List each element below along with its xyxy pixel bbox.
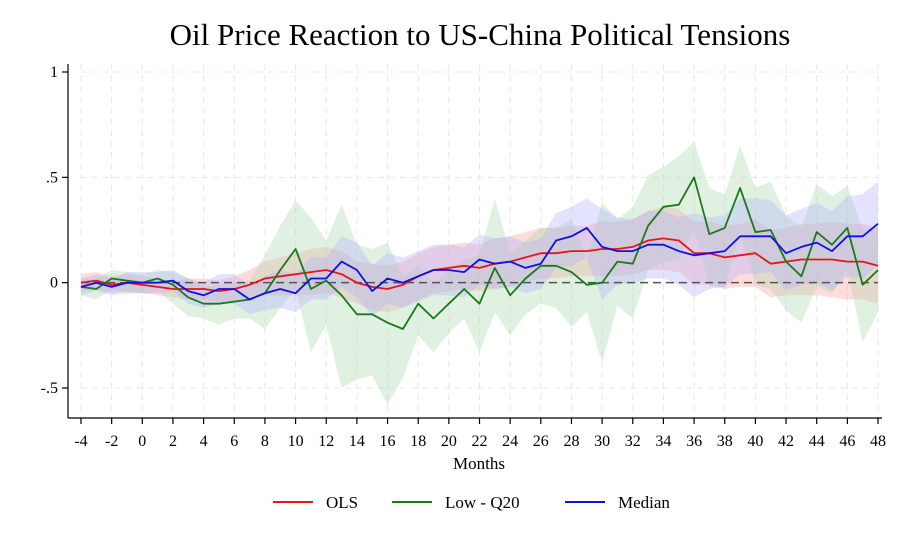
x-tick-label: -2 (105, 433, 118, 450)
x-tick-label: 14 (349, 433, 365, 450)
y-tick-label: .5 (46, 169, 58, 186)
x-tick-label: 16 (380, 433, 396, 450)
x-tick-label: 48 (870, 433, 886, 450)
x-tick-label: 26 (533, 433, 549, 450)
x-tick-label: 6 (230, 433, 238, 450)
legend-item-0: OLS (273, 493, 358, 512)
x-tick-label: 22 (472, 433, 488, 450)
legend-label: OLS (326, 493, 358, 512)
x-tick-label: -4 (74, 433, 87, 450)
x-tick-label: 24 (502, 433, 518, 450)
legend-item-2: Median (565, 493, 670, 512)
x-tick-label: 44 (809, 433, 825, 450)
x-tick-label: 28 (563, 433, 579, 450)
x-tick-label: 30 (594, 433, 610, 450)
series-lines (80, 176, 879, 330)
x-tick-label: 12 (318, 433, 334, 450)
band-1 (81, 141, 878, 405)
x-tick-label: 8 (261, 433, 269, 450)
x-tick-label: 38 (717, 433, 733, 450)
x-tick-label: 40 (747, 433, 763, 450)
series-line-1 (80, 176, 879, 330)
x-tick-label: 4 (200, 433, 208, 450)
y-tick-label: 0 (50, 275, 58, 292)
axes: -.50.51-4 -2 0 2 4 6 8 10 12 14 16 18 20 22 24 26 28 30 32… (41, 64, 886, 450)
x-tick-label: 36 (686, 433, 702, 450)
x-tick-label: 20 (441, 433, 457, 450)
x-tick-label: 10 (288, 433, 304, 450)
x-tick-label: 42 (778, 433, 794, 450)
x-tick-label: 0 (138, 433, 146, 450)
chart-title: Oil Price Reaction to US-China Political… (170, 17, 791, 52)
legend-label: Median (618, 493, 670, 512)
legend-label: Low - Q20 (445, 493, 520, 512)
legend-item-1: Low - Q20 (392, 493, 520, 512)
x-tick-label: 2 (169, 433, 177, 450)
x-tick-label: 32 (625, 433, 641, 450)
x-axis-label: Months (453, 454, 505, 473)
series-line-2 (80, 223, 879, 301)
y-tick-label: -.5 (41, 380, 58, 397)
legend: OLS Low - Q20 Median (273, 493, 670, 512)
x-tick-label: 18 (410, 433, 426, 450)
y-tick-label: 1 (50, 64, 58, 81)
x-tick-label: 34 (655, 433, 671, 450)
x-tick-label: 46 (839, 433, 855, 450)
